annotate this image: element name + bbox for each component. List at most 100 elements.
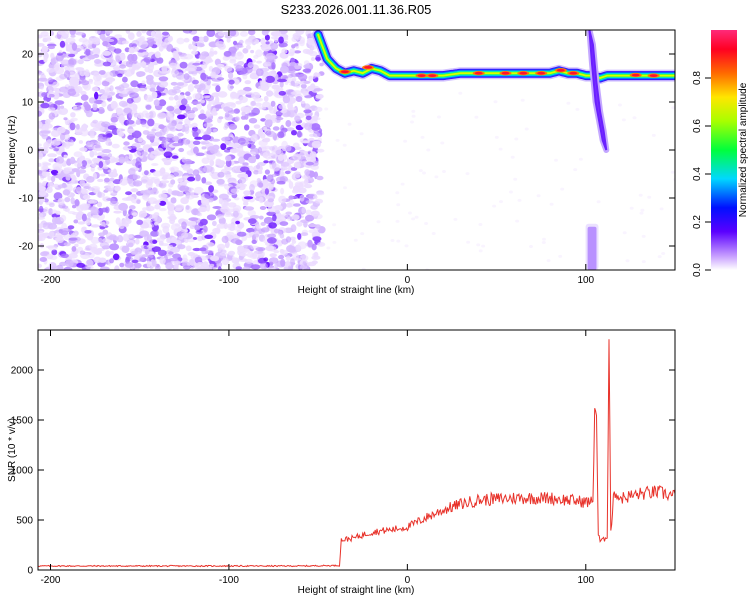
noise-speck <box>135 156 142 164</box>
noise-speck <box>75 102 83 106</box>
y-tick-label: 1500 <box>11 416 34 427</box>
noise-speck <box>281 48 288 54</box>
x-tick-label: -200 <box>40 575 60 586</box>
noise-speck <box>144 170 149 176</box>
noise-speck <box>305 115 312 121</box>
noise-speck <box>145 181 153 190</box>
noise-speck <box>251 239 257 244</box>
noise-speck <box>280 65 289 74</box>
noise-speck <box>74 161 83 168</box>
noise-speck <box>228 72 234 79</box>
noise-speck <box>202 261 209 267</box>
noise-speck <box>104 71 114 80</box>
noise-speck <box>118 84 125 92</box>
noise-speck <box>201 146 207 150</box>
noise-speck <box>541 241 546 244</box>
noise-speck <box>200 197 210 206</box>
noise-speck <box>166 237 171 244</box>
noise-speck <box>86 141 95 150</box>
noise-speck <box>237 51 243 57</box>
noise-speck <box>305 161 314 166</box>
noise-speck <box>242 48 249 54</box>
noise-speck <box>196 211 201 216</box>
noise-speck <box>57 30 66 35</box>
noise-speck <box>295 30 305 35</box>
noise-speck <box>267 233 277 239</box>
noise-speck <box>249 151 257 155</box>
noise-speck <box>517 198 522 202</box>
noise-speck <box>148 69 154 74</box>
noise-speck <box>255 224 261 230</box>
noise-speck <box>261 30 269 36</box>
noise-speck <box>228 79 235 85</box>
noise-speck <box>158 181 167 189</box>
noise-speck <box>158 124 165 130</box>
noise-speck <box>186 96 193 101</box>
noise-speck <box>256 60 262 64</box>
noise-speck <box>55 109 63 115</box>
noise-speck <box>105 159 111 165</box>
noise-speck <box>204 181 212 185</box>
noise-speck <box>39 257 47 262</box>
noise-speck <box>208 51 215 57</box>
noise-speck <box>200 72 207 81</box>
noise-speck <box>137 137 143 143</box>
noise-speck <box>218 116 224 120</box>
noise-speck <box>168 96 175 101</box>
x-tick-label: -100 <box>219 275 239 286</box>
noise-speck <box>258 106 267 110</box>
noise-speck <box>314 224 322 229</box>
y-tick-label: 0 <box>27 566 33 577</box>
noise-speck <box>50 175 56 183</box>
noise-speck <box>42 34 51 41</box>
noise-speck <box>143 56 152 63</box>
noise-speck <box>114 34 122 39</box>
noise-speck <box>193 146 199 154</box>
noise-speck <box>38 124 48 129</box>
noise-speck <box>165 262 174 270</box>
noise-speck <box>102 61 112 67</box>
noise-speck <box>132 180 143 187</box>
noise-speck <box>434 175 439 179</box>
noise-speck <box>244 80 252 85</box>
noise-speck <box>65 37 76 44</box>
noise-speck <box>431 232 436 235</box>
noise-speck <box>99 241 110 249</box>
noise-speck <box>217 266 222 270</box>
noise-speck <box>215 96 220 105</box>
noise-speck <box>208 185 215 193</box>
noise-speck <box>641 260 646 264</box>
noise-speck <box>183 37 190 43</box>
noise-speck <box>278 195 287 204</box>
noise-speck <box>174 239 182 246</box>
noise-speck <box>156 237 165 243</box>
noise-speck <box>436 115 441 119</box>
noise-speck <box>71 232 78 236</box>
noise-speck <box>202 35 209 43</box>
noise-speck <box>161 65 168 73</box>
noise-speck <box>294 115 301 122</box>
noise-speck <box>411 114 416 118</box>
noise-speck <box>230 238 241 244</box>
noise-speck <box>128 111 133 119</box>
noise-speck <box>43 222 53 226</box>
noise-speck <box>234 258 240 265</box>
noise-speck <box>215 41 225 47</box>
noise-speck <box>52 216 58 225</box>
noise-speck <box>229 148 239 154</box>
y-tick-label: -10 <box>19 194 34 205</box>
noise-speck <box>498 147 503 151</box>
noise-speck <box>246 112 257 117</box>
noise-speck <box>75 31 86 36</box>
noise-speck <box>173 262 179 270</box>
noise-speck <box>156 57 164 64</box>
noise-speck <box>212 144 220 151</box>
noise-speck <box>88 97 96 104</box>
noise-speck <box>86 233 94 241</box>
noise-speck <box>158 112 168 118</box>
noise-speck <box>558 254 563 258</box>
noise-speck <box>160 243 169 247</box>
noise-speck <box>162 137 170 142</box>
colorbar-tick-label: 0.2 <box>692 215 703 229</box>
